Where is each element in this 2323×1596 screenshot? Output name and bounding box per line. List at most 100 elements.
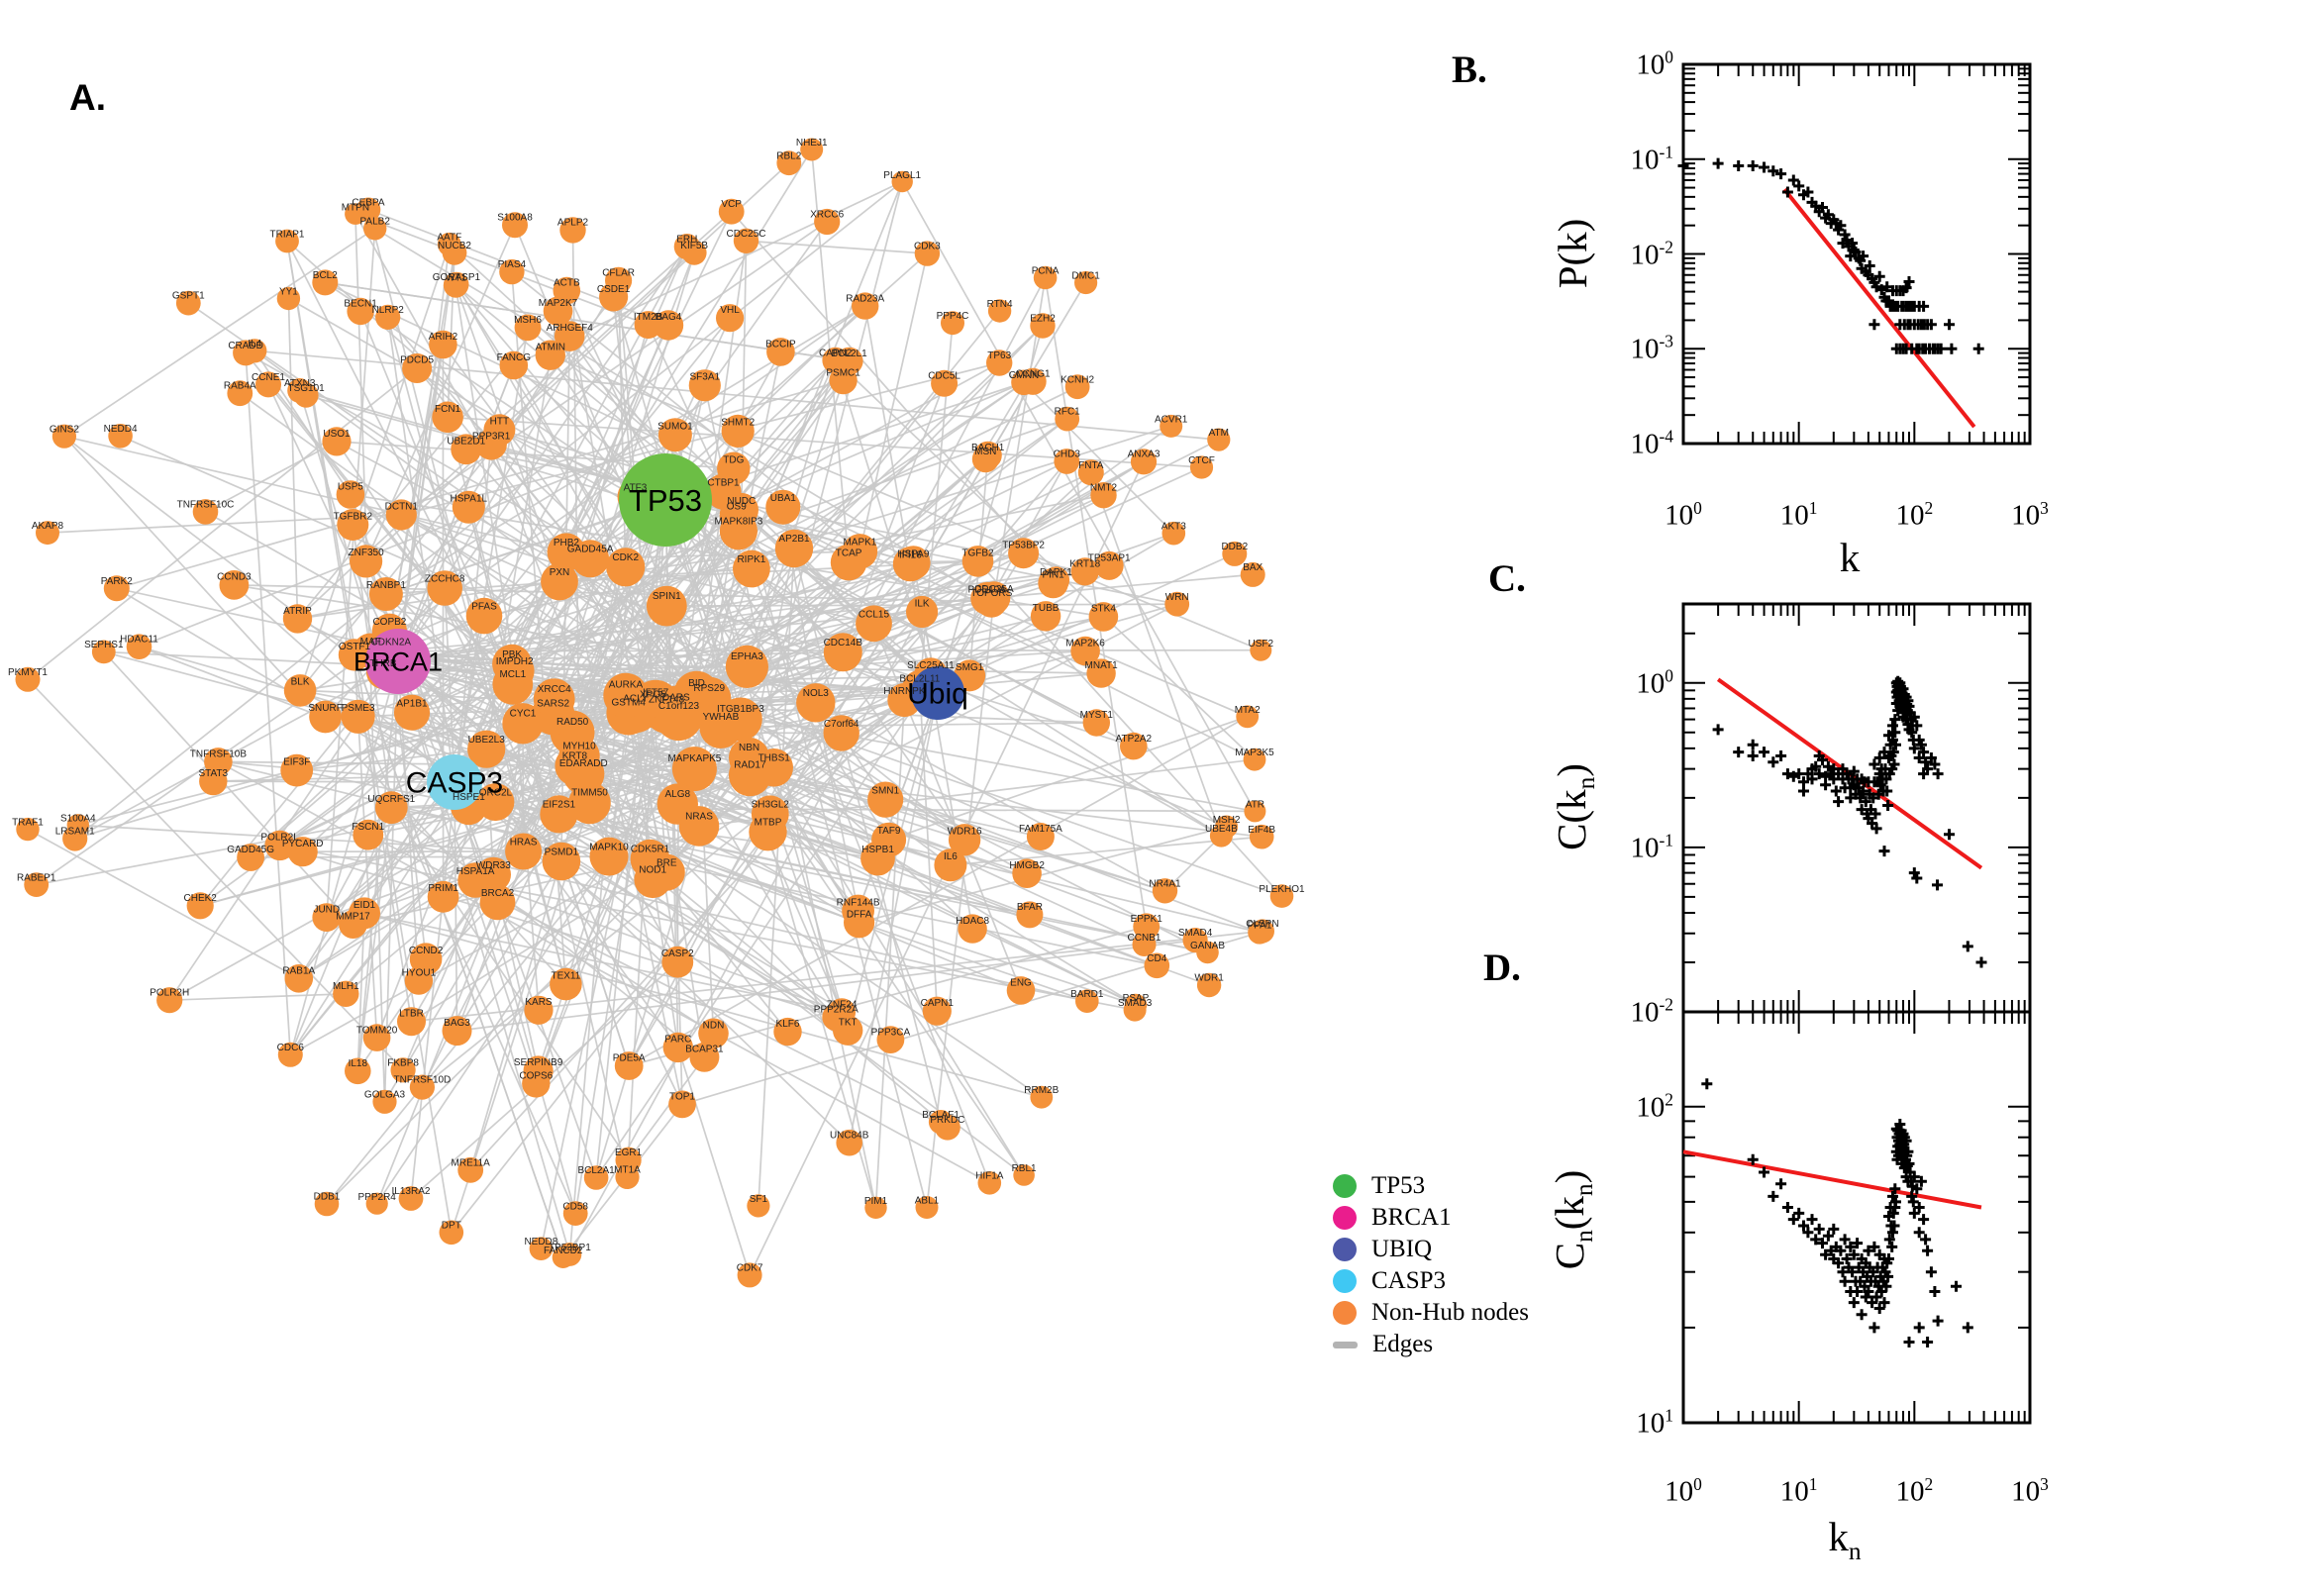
svg-text:ILK: ILK xyxy=(915,598,930,609)
svg-text:NHEJ1: NHEJ1 xyxy=(796,138,828,149)
svg-text:WDR33: WDR33 xyxy=(476,860,511,871)
svg-text:MAP3K5: MAP3K5 xyxy=(1235,748,1274,758)
svg-text:PXN: PXN xyxy=(550,567,570,578)
svg-text:CASP2: CASP2 xyxy=(661,948,694,959)
svg-text:CCL15: CCL15 xyxy=(858,609,890,620)
svg-text:DAPK1: DAPK1 xyxy=(1040,567,1072,578)
svg-text:FNTA: FNTA xyxy=(1078,460,1104,471)
svg-text:PPP3R1: PPP3R1 xyxy=(472,431,511,442)
plot-b xyxy=(1681,62,2032,446)
svg-text:LTBR: LTBR xyxy=(399,1009,424,1020)
svg-text:CFLAR: CFLAR xyxy=(602,268,635,279)
svg-text:THBS1: THBS1 xyxy=(758,753,791,764)
svg-text:BCL2A1: BCL2A1 xyxy=(577,1165,615,1176)
svg-text:GSPT1: GSPT1 xyxy=(172,291,205,302)
svg-text:RIPK1: RIPK1 xyxy=(737,554,765,565)
svg-text:MAPK10: MAPK10 xyxy=(589,842,629,852)
svg-text:ENG: ENG xyxy=(1010,977,1032,988)
svg-text:GMNN: GMNN xyxy=(1009,370,1040,381)
svg-text:GINS2: GINS2 xyxy=(50,425,79,436)
svg-text:CRADD: CRADD xyxy=(228,341,263,351)
svg-text:UBE2L3: UBE2L3 xyxy=(468,735,506,746)
svg-text:GSTM4: GSTM4 xyxy=(611,697,646,708)
svg-text:ZNF148: ZNF148 xyxy=(649,695,685,706)
svg-text:PCNA: PCNA xyxy=(1032,265,1060,276)
svg-text:IL6: IL6 xyxy=(944,851,958,862)
svg-text:MSH2: MSH2 xyxy=(1213,815,1241,826)
svg-text:WT1: WT1 xyxy=(446,273,467,284)
svg-text:BCL2: BCL2 xyxy=(313,270,338,281)
svg-text:EZH2: EZH2 xyxy=(1030,314,1056,325)
svg-text:NEDD8: NEDD8 xyxy=(524,1237,557,1247)
svg-text:HDAC11: HDAC11 xyxy=(120,635,158,646)
y-tick-label-b-10e-3: 10-3 xyxy=(1630,331,1674,365)
svg-text:TOMM20: TOMM20 xyxy=(356,1025,398,1036)
edge-swatch-icon xyxy=(1333,1341,1358,1348)
svg-text:PSME3: PSME3 xyxy=(342,703,375,714)
svg-text:PPP3CA: PPP3CA xyxy=(871,1027,911,1038)
node-swatch-icon xyxy=(1333,1269,1357,1293)
svg-text:TP53: TP53 xyxy=(629,483,702,518)
svg-text:RRM2B: RRM2B xyxy=(1024,1085,1059,1096)
svg-text:SF3A1: SF3A1 xyxy=(690,372,721,383)
panel-d-y-axis-title: Cn(kn) xyxy=(1546,1169,1599,1270)
network-hub-labels: TP53 BRCA1 CASP3 Ubiq xyxy=(354,483,968,800)
svg-text:RFC1: RFC1 xyxy=(1055,407,1081,418)
svg-text:MTPN: MTPN xyxy=(342,202,369,213)
legend-item-label: Edges xyxy=(1372,1331,1434,1357)
svg-text:CAPN2: CAPN2 xyxy=(819,348,853,358)
y-tick-label-c-10e-1: 10-1 xyxy=(1630,830,1674,864)
plot-d xyxy=(1681,1010,2032,1425)
svg-text:TOPORS: TOPORS xyxy=(970,588,1012,599)
svg-text:EGR1: EGR1 xyxy=(615,1147,643,1158)
x-tick-label-b-10e3: 103 xyxy=(2011,498,2049,532)
svg-text:WDR1: WDR1 xyxy=(1194,973,1224,984)
fit-line-d xyxy=(1682,1149,1982,1210)
svg-text:BAX: BAX xyxy=(1243,562,1262,573)
svg-text:FAM175A: FAM175A xyxy=(1019,824,1062,835)
y-tick-label-b-10e-4: 10-4 xyxy=(1630,426,1674,460)
y-tick-label-b-10e-1: 10-1 xyxy=(1630,142,1674,176)
svg-text:AP2B1: AP2B1 xyxy=(778,534,810,545)
svg-text:YWHAB: YWHAB xyxy=(703,712,740,723)
svg-text:PLAGL1: PLAGL1 xyxy=(883,170,921,181)
svg-text:ABL1: ABL1 xyxy=(915,1196,940,1207)
svg-text:VCP: VCP xyxy=(721,199,742,210)
svg-text:BCLAF1: BCLAF1 xyxy=(922,1110,960,1121)
svg-text:IL18: IL18 xyxy=(349,1058,368,1069)
svg-text:BCCIP: BCCIP xyxy=(765,339,796,349)
svg-text:VHL: VHL xyxy=(720,305,740,316)
svg-text:HYOU1: HYOU1 xyxy=(402,968,437,979)
svg-text:RPS29: RPS29 xyxy=(693,683,725,694)
svg-text:TCAP: TCAP xyxy=(836,549,862,559)
svg-text:SMAD3: SMAD3 xyxy=(1118,998,1153,1009)
svg-text:AP1B1: AP1B1 xyxy=(396,698,428,709)
svg-text:PARC: PARC xyxy=(664,1035,691,1046)
panel-b-x-axis-title: k xyxy=(1839,535,1861,580)
svg-text:YY1: YY1 xyxy=(279,286,298,297)
svg-text:SF1: SF1 xyxy=(750,1194,768,1205)
svg-text:BAG4: BAG4 xyxy=(656,312,682,323)
svg-text:PIM1: PIM1 xyxy=(864,1196,888,1207)
svg-text:FANCG: FANCG xyxy=(497,352,532,363)
svg-text:TP53AP1: TP53AP1 xyxy=(1088,552,1131,563)
svg-text:ITGB1BP3: ITGB1BP3 xyxy=(717,704,764,715)
svg-text:PKMYT1: PKMYT1 xyxy=(8,667,48,678)
svg-text:CDC25C: CDC25C xyxy=(726,229,765,240)
svg-text:RABEP1: RABEP1 xyxy=(17,872,56,883)
svg-text:PPP4C: PPP4C xyxy=(937,311,969,322)
svg-text:GORASP1: GORASP1 xyxy=(433,272,481,283)
svg-text:SHMT2: SHMT2 xyxy=(721,418,755,429)
svg-text:WDR16: WDR16 xyxy=(948,827,982,838)
panel-c-label: C. xyxy=(1488,557,1526,600)
svg-text:PSMC1: PSMC1 xyxy=(826,367,860,378)
svg-text:APLP2: APLP2 xyxy=(557,218,589,229)
svg-text:PIN1: PIN1 xyxy=(1042,570,1064,581)
svg-text:ORC2L: ORC2L xyxy=(479,788,513,799)
svg-text:MTBP: MTBP xyxy=(755,818,782,829)
svg-text:IL4: IL4 xyxy=(248,339,261,349)
svg-text:ACTB: ACTB xyxy=(554,278,580,289)
svg-text:HIF1A: HIF1A xyxy=(975,1171,1004,1182)
panel-b-y-axis-title: P(k) xyxy=(1550,218,1595,289)
